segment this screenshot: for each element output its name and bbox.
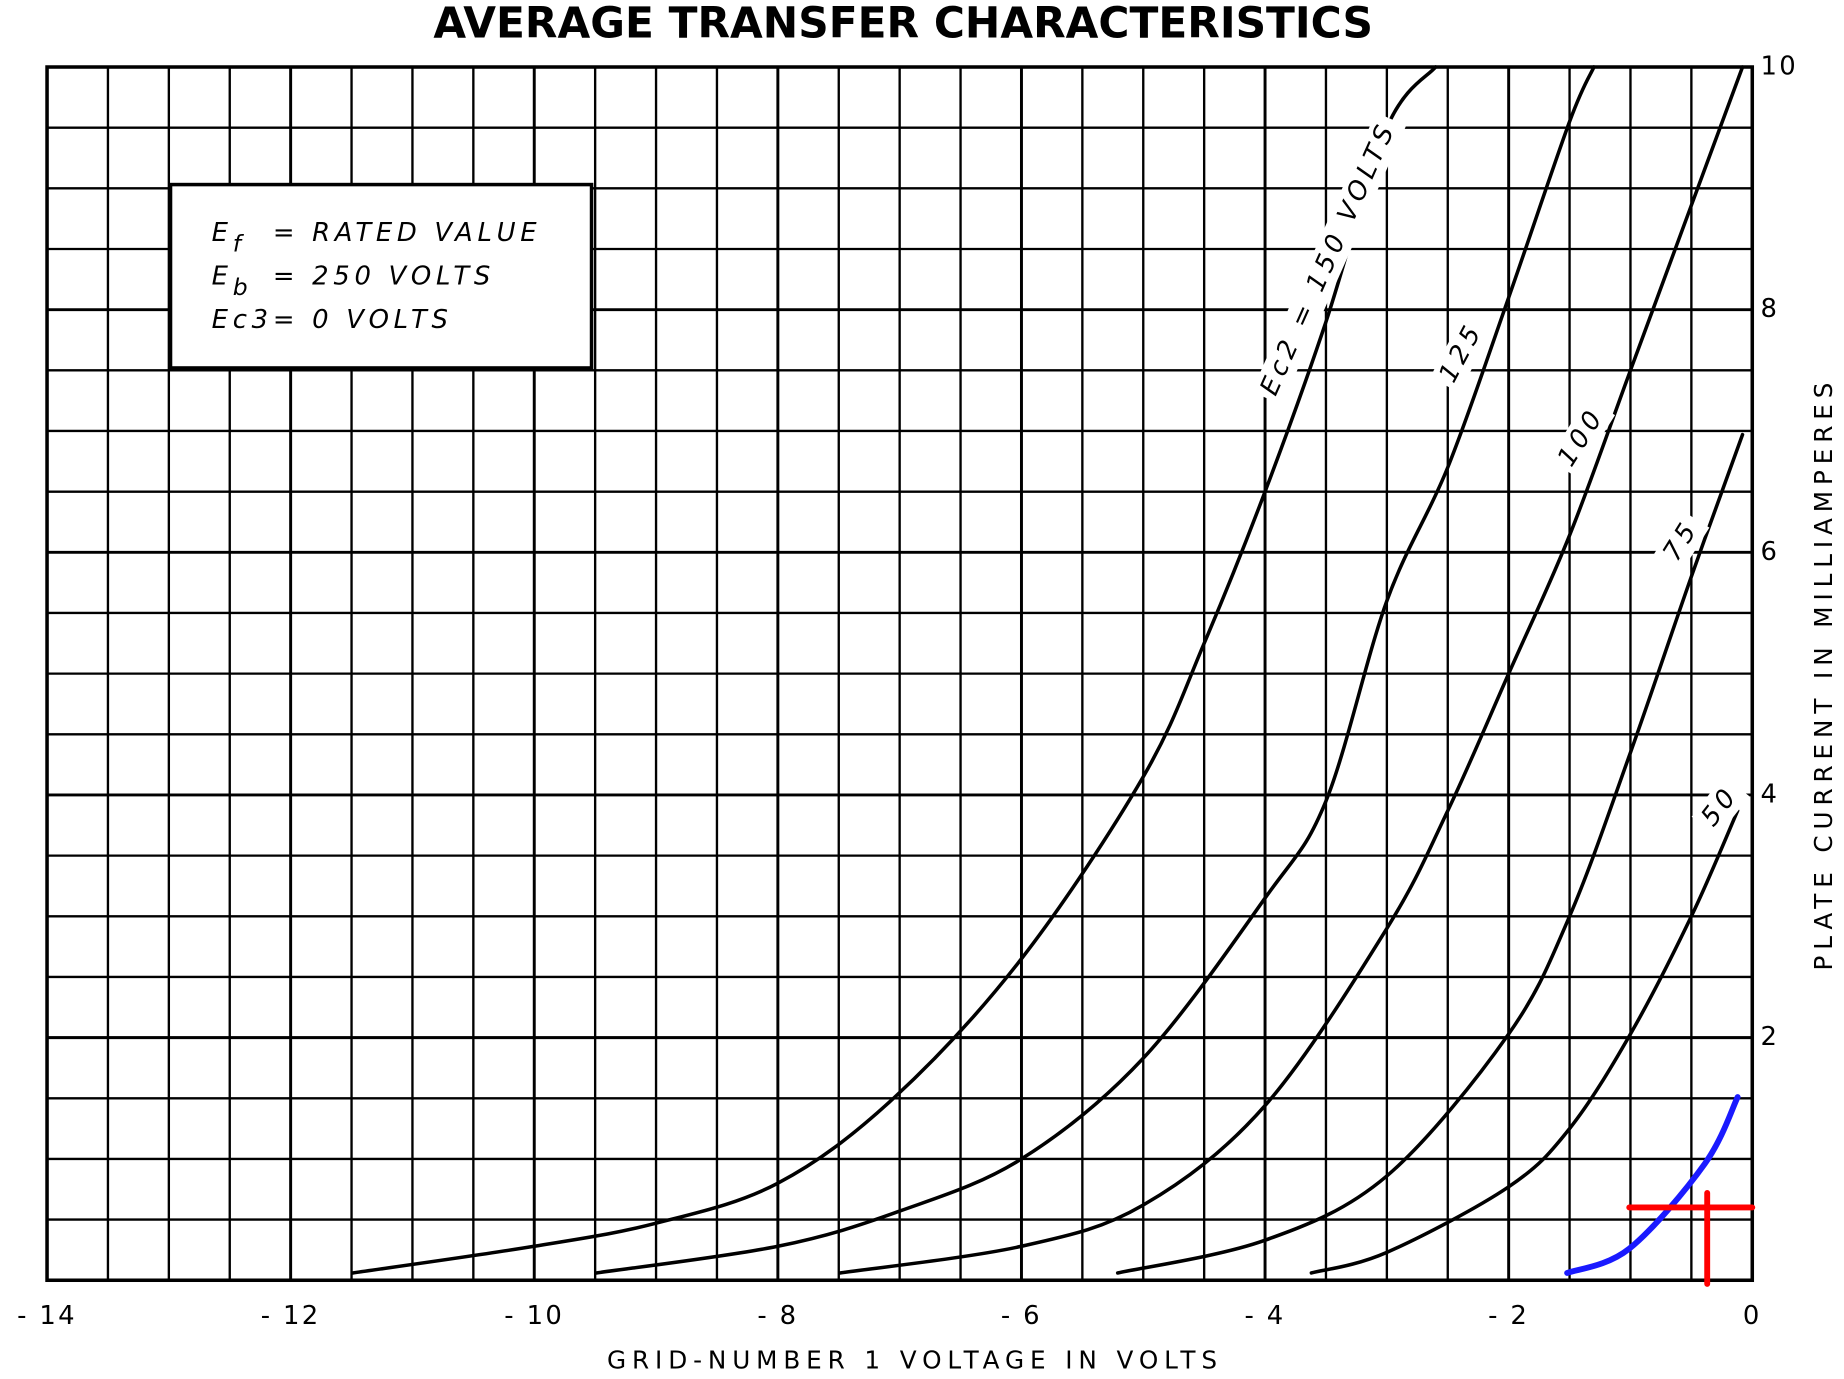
plot-area: - 14 - 12 - 10 - 8 - 6 - 4 - 2 0 2 4 6 8 10 Ec2 = 150… [17, 52, 1799, 1332]
curve [350, 65, 1438, 1275]
condition-text: = 0 VOLTS [273, 304, 453, 334]
x-tick-label: - 6 [1001, 1301, 1042, 1331]
curve-label-bg [1548, 397, 1616, 477]
condition: Eb = 250 VOLTS [212, 261, 495, 301]
y-axis-label: PLATE CURRENT IN MILLIAMPERES [1809, 377, 1838, 971]
curve [838, 65, 1745, 1275]
condition: Ef = RATED VALUE [212, 217, 542, 257]
curve [1309, 808, 1740, 1275]
curve-label-bg [1654, 510, 1710, 572]
plot-frame [45, 65, 1755, 1283]
annotation-line [1564, 1094, 1741, 1276]
chart-title: AVERAGE TRANSFER CHARACTERISTICS [433, 0, 1373, 47]
condition-symbol: Ec3 [212, 304, 273, 334]
x-tick-label: - 4 [1245, 1301, 1286, 1331]
x-tick-label: - 12 [261, 1301, 321, 1331]
x-tick-label: - 8 [757, 1301, 798, 1331]
condition-text: = RATED VALUE [273, 217, 541, 247]
conditions-box [168, 182, 594, 370]
curve-label-bg [1430, 312, 1494, 393]
y-tick-label: 6 [1761, 537, 1780, 567]
curve-label: 100 [1552, 402, 1611, 472]
condition: Ec3= 0 VOLTS [212, 304, 453, 334]
y-tick-label: 8 [1761, 294, 1780, 324]
condition-subscript: f [233, 229, 246, 257]
curve-label: Ec2 = 150 VOLTS [1255, 117, 1403, 400]
curve-label-bg [1691, 775, 1750, 837]
x-tick-label: - 14 [17, 1301, 77, 1331]
curve [1115, 432, 1745, 1275]
condition-symbol: E [212, 261, 233, 291]
x-tick-label: - 2 [1488, 1301, 1529, 1331]
condition-text: = 250 VOLTS [273, 261, 495, 291]
curve [594, 65, 1596, 1275]
y-tick-label: 2 [1761, 1022, 1780, 1052]
condition-symbol: E [212, 217, 233, 247]
y-tick-label: 10 [1761, 52, 1799, 82]
x-axis-label: GRID-NUMBER 1 VOLTAGE IN VOLTS [607, 1345, 1223, 1374]
x-tick-label: - 10 [504, 1301, 564, 1331]
x-tick-label: 0 [1743, 1301, 1762, 1331]
condition-subscript: b [233, 273, 253, 301]
y-tick-label: 4 [1761, 779, 1780, 809]
curve-label-bg [1251, 112, 1407, 405]
